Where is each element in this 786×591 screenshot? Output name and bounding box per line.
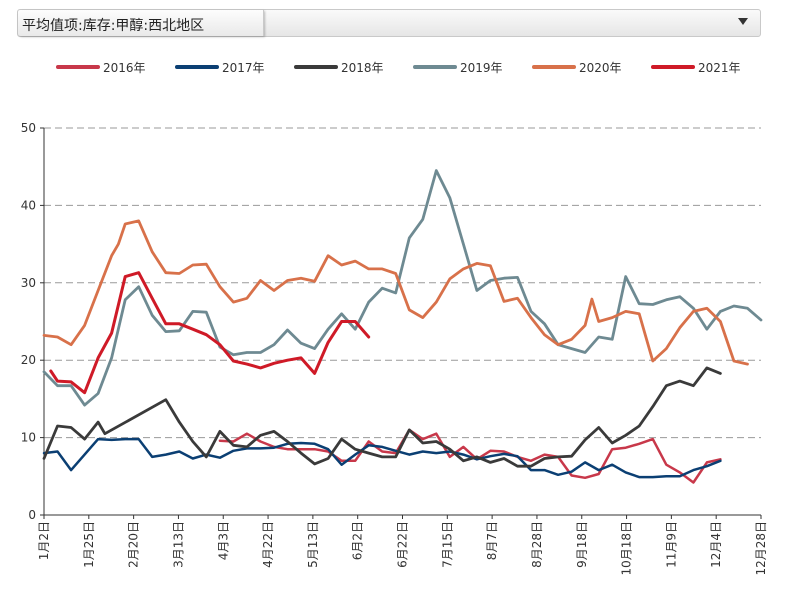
x-tick-label: 12月4日 [709, 521, 723, 568]
y-tick-label: 40 [21, 198, 36, 212]
legend-item-2[interactable]: 2018年 [294, 61, 384, 75]
x-tick-label: 6月22日 [396, 521, 410, 568]
dropdown-caret-icon[interactable] [738, 18, 748, 25]
chart-series-lines [42, 169, 763, 484]
legend-label: 2017年 [222, 61, 265, 75]
chart-legend: 2016年 2017年 2018年 2019年 2020年 2021年 [56, 61, 741, 75]
series-line-5 [49, 271, 371, 395]
legend-item-3[interactable]: 2019年 [413, 61, 503, 75]
x-tick-label: 11月9日 [664, 521, 678, 568]
x-tick-label: 7月15日 [440, 521, 454, 568]
x-tick-label: 2月20日 [127, 521, 141, 568]
x-tick-label: 5月13日 [306, 521, 320, 568]
x-tick-label: 4月22日 [261, 521, 275, 568]
y-tick-label: 30 [21, 276, 36, 290]
series-selector-label-box[interactable]: 平均值项:库存:甲醇:西北地区 [18, 10, 264, 36]
series-selector-value: 平均值项:库存:甲醇:西北地区 [22, 18, 205, 34]
x-tick-label: 1月25日 [82, 521, 96, 568]
x-tick-label: 12月28日 [754, 521, 768, 576]
legend-item-5[interactable]: 2021年 [651, 61, 741, 75]
x-tick-label: 9月18日 [575, 521, 589, 568]
legend-label: 2016年 [103, 61, 146, 75]
series-line-4 [42, 219, 749, 366]
y-tick-label: 50 [21, 121, 36, 135]
y-tick-label: 10 [21, 431, 36, 445]
legend-label: 2019年 [460, 61, 503, 75]
x-tick-label: 3月13日 [171, 521, 185, 568]
y-tick-label: 20 [21, 353, 36, 367]
x-tick-label: 10月18日 [620, 521, 634, 576]
x-tick-label: 4月3日 [216, 521, 230, 560]
series-line-1 [42, 437, 722, 479]
series-line-2 [42, 366, 722, 468]
legend-item-1[interactable]: 2017年 [175, 61, 265, 75]
x-tick-label: 6月2日 [351, 521, 365, 560]
legend-item-0[interactable]: 2016年 [56, 61, 146, 75]
legend-label: 2021年 [698, 61, 741, 75]
x-tick-label: 8月7日 [485, 521, 499, 560]
series-line-0 [218, 428, 722, 484]
y-axis-ticks: 0 10 20 30 40 50 [21, 121, 44, 522]
x-axis-ticks: 1月2日 1月25日 2月20日 3月13日 4月3日 4月22日 5月13日 6月2日 6月2… [37, 515, 768, 576]
legend-item-4[interactable]: 2020年 [532, 61, 622, 75]
series-selector-dropdown[interactable]: 平均值项:库存:甲醇:西北地区 [17, 9, 761, 37]
legend-label: 2020年 [579, 61, 622, 75]
x-tick-label: 8月28日 [530, 521, 544, 568]
y-tick-label: 0 [28, 508, 36, 522]
chart-gridlines [44, 127, 761, 439]
x-tick-label: 1月2日 [37, 521, 51, 560]
series-line-3 [42, 169, 763, 407]
legend-label: 2018年 [341, 61, 384, 75]
